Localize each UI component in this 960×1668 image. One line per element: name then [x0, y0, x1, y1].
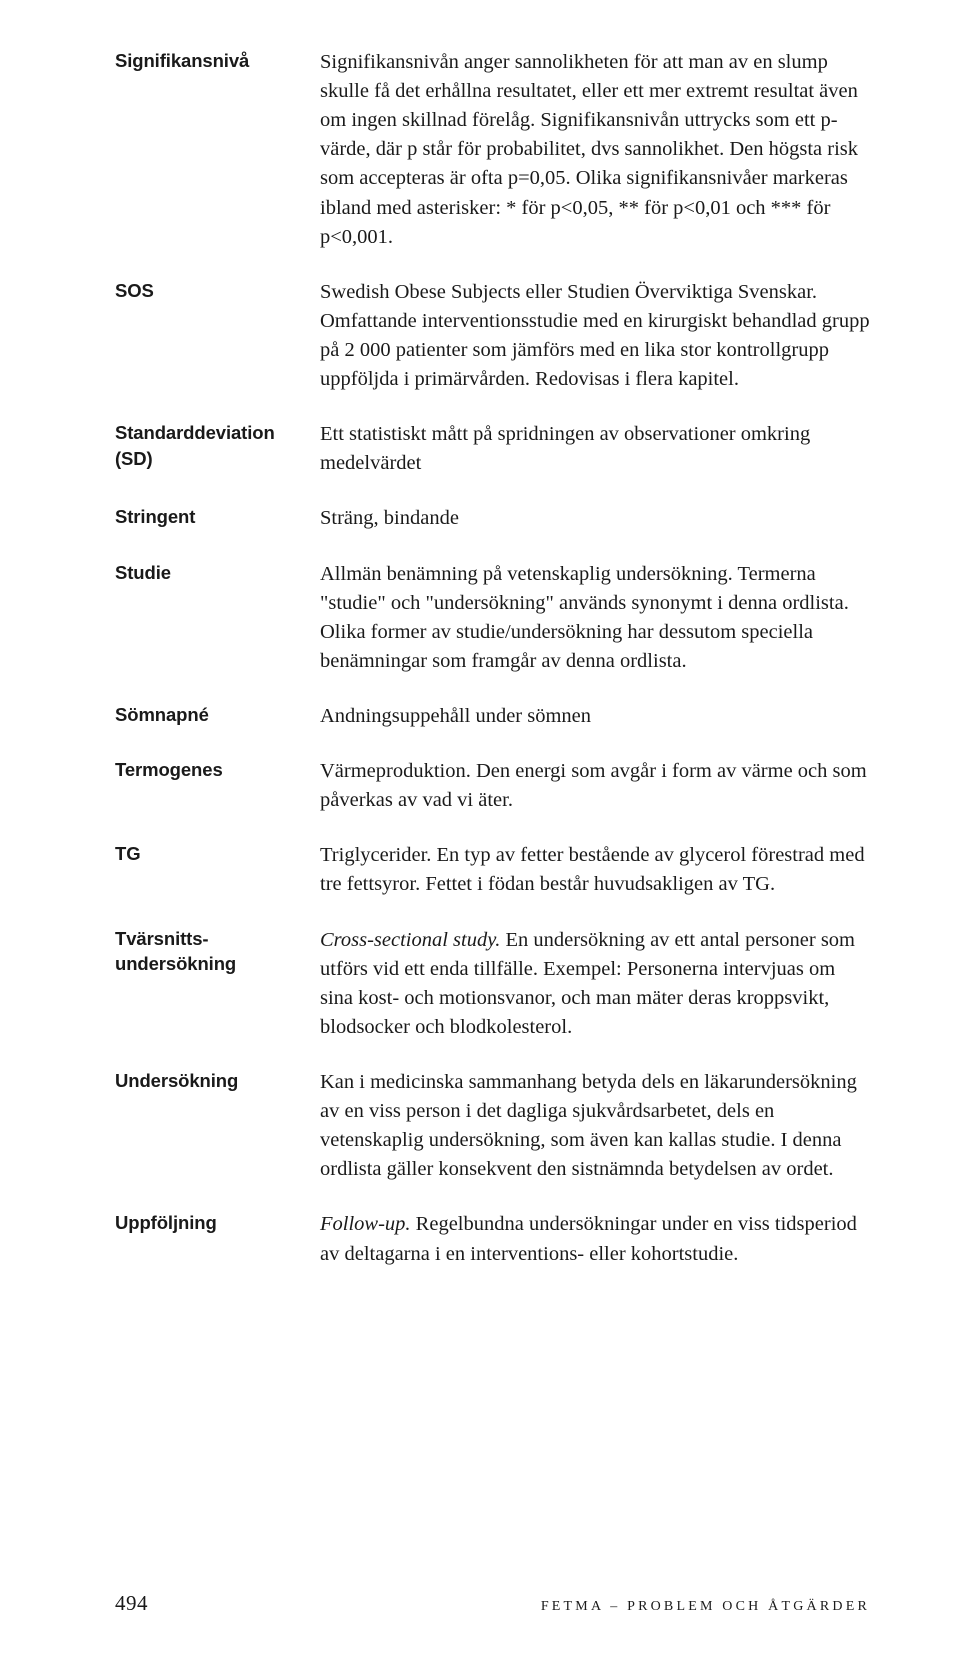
definition: Andningsuppehåll under sömnen [320, 702, 870, 731]
term: Termogenes [115, 757, 320, 815]
definition: Swedish Obese Subjects eller Studien Öve… [320, 278, 870, 394]
glossary-entry: Stringent Sträng, bindande [115, 504, 870, 533]
glossary-entry: Signifikansnivå Signifikansnivån anger s… [115, 48, 870, 252]
page-number: 494 [115, 1591, 148, 1616]
glossary-entry: Sömnapné Andningsuppehåll under sömnen [115, 702, 870, 731]
definition: Follow-up. Regelbundna undersökningar un… [320, 1210, 870, 1268]
term: Undersökning [115, 1068, 320, 1184]
glossary-entry: Standarddeviation (SD) Ett statistiskt m… [115, 420, 870, 478]
term: Tvärsnitts­undersökning [115, 926, 320, 1042]
glossary-entry: Studie Allmän benämning på vetenskaplig … [115, 560, 870, 676]
term: Uppföljning [115, 1210, 320, 1268]
definition: Cross-sectional study. En undersökning a… [320, 926, 870, 1042]
glossary-entry: Termogenes Värmeproduktion. Den energi s… [115, 757, 870, 815]
term: Standarddeviation (SD) [115, 420, 320, 478]
glossary-entry: Undersökning Kan i medicinska sammanhang… [115, 1068, 870, 1184]
definition-italic: Follow-up. [320, 1213, 411, 1235]
glossary-entry: Uppföljning Follow-up. Regelbundna under… [115, 1210, 870, 1268]
definition: Sträng, bindande [320, 504, 870, 533]
glossary-entry: Tvärsnitts­undersökning Cross-sectional … [115, 926, 870, 1042]
term: Signifikansnivå [115, 48, 320, 252]
glossary-entry: SOS Swedish Obese Subjects eller Studien… [115, 278, 870, 394]
definition-italic: Cross-sectional study. [320, 929, 500, 951]
publication-title: FETMA – PROBLEM OCH ÅTGÄRDER [541, 1599, 870, 1615]
term: Sömnapné [115, 702, 320, 731]
glossary-list: Signifikansnivå Signifikansnivån anger s… [115, 48, 870, 1269]
definition: Triglycerider. En typ av fetter beståend… [320, 841, 870, 899]
definition: Allmän benämning på vetenskaplig undersö… [320, 560, 870, 676]
term: SOS [115, 278, 320, 394]
definition: Ett statistiskt mått på spridningen av o… [320, 420, 870, 478]
glossary-entry: TG Triglycerider. En typ av fetter bestå… [115, 841, 870, 899]
definition: Signifikansnivån anger sannolikheten för… [320, 48, 870, 252]
page-footer: 494 FETMA – PROBLEM OCH ÅTGÄRDER [115, 1591, 870, 1616]
term: TG [115, 841, 320, 899]
term: Studie [115, 560, 320, 676]
definition: Kan i medicinska sammanhang betyda dels … [320, 1068, 870, 1184]
term: Stringent [115, 504, 320, 533]
definition: Värmeproduktion. Den energi som avgår i … [320, 757, 870, 815]
